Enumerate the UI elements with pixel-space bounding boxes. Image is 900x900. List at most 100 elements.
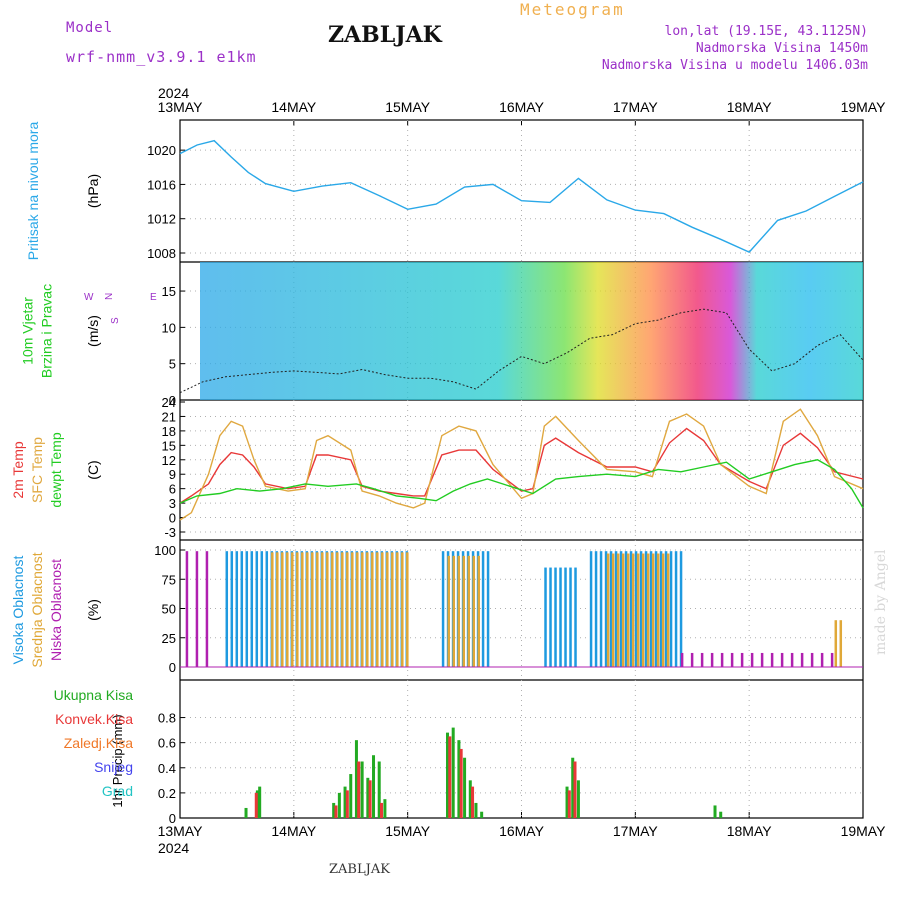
precip-bar-prec_total: [719, 811, 723, 818]
precip-bar-prec_total: [468, 780, 472, 818]
cloud-bar-cloud_high: [609, 551, 613, 667]
x-tick-label-top: 19MAY: [841, 99, 887, 115]
precip-ytick-label: 0: [169, 811, 176, 826]
temp-axis-label-1: SFC Temp: [29, 437, 45, 503]
temp-ytick-label: -3: [164, 525, 176, 540]
wind-series-wind: [179, 308, 864, 394]
cloud-bar-cloud_mid: [606, 553, 610, 667]
cloud-bar-cloud_low: [720, 652, 724, 667]
cloud-bar-cloud_low: [710, 652, 714, 667]
precip-bar-prec_total: [349, 774, 353, 818]
x-tick-label-bottom: 19MAY: [841, 823, 887, 839]
wind-unit-label: (m/s): [85, 315, 101, 347]
x-tick-label-top: 18MAY: [727, 99, 773, 115]
wind-ytick-label: 0: [169, 393, 176, 408]
cloud-bar-cloud_mid: [311, 552, 314, 667]
precip-bar-prec_conv: [368, 780, 372, 818]
cloud-bar-cloud_low: [680, 652, 684, 667]
precip-bar-prec_total: [713, 805, 717, 818]
precip-bar-prec_total: [332, 802, 336, 818]
x-tick-label-bottom: 18MAY: [727, 823, 773, 839]
cloud-bar-cloud_low: [810, 652, 814, 667]
lonlat-label: lon,lat (19.15E, 43.1125N): [664, 24, 869, 39]
precip-bar-prec_conv: [459, 748, 463, 818]
pressure-ytick-label: 1020: [147, 143, 176, 158]
cloud-bar-cloud_high: [549, 567, 552, 667]
pressure-series-pressure: [179, 139, 864, 253]
x-tick-label-top: 13MAY: [158, 99, 204, 115]
precip-bar-prec_total: [480, 811, 484, 818]
cloud-bar-cloud_mid: [356, 552, 359, 667]
model-label: Model: [66, 20, 114, 36]
precip-bar-prec_conv: [379, 802, 383, 818]
cloud-bar-cloud_mid: [656, 553, 660, 667]
cloud-bar-cloud_mid: [452, 555, 456, 667]
precip-legend-prec_total: Ukupna Kisa: [54, 687, 134, 703]
pressure-ytick-label: 1016: [147, 177, 176, 192]
cloud-bar-cloud_high: [629, 551, 633, 667]
precip-bar-prec_total: [446, 732, 450, 818]
elevation-label: Nadmorska Visina 1450m: [695, 41, 868, 56]
x-tick-label-top: 14MAY: [271, 99, 317, 115]
cloud-bar-cloud_high: [569, 567, 572, 667]
pressure-ytick-label: 1012: [147, 212, 176, 227]
temp-series-sfc: [179, 408, 864, 521]
cloud-ytick-label: 25: [162, 631, 176, 646]
precip-axis-label: 1hr Precip (mm): [110, 714, 125, 807]
cloud-bar-cloud_mid: [666, 553, 670, 667]
cloud-bar-cloud_mid: [621, 553, 625, 667]
temp-ytick-label: 0: [169, 511, 176, 526]
cloud-bar-cloud_high: [481, 551, 485, 667]
cloud-bar-cloud_high: [225, 551, 229, 667]
precip-bar-prec_conv: [573, 761, 577, 818]
precip-bar-prec_conv: [567, 790, 571, 818]
precip-legend-hail: Grad: [102, 783, 133, 799]
cloud-bar-cloud_high: [624, 551, 628, 667]
cloud-bar-cloud_low: [700, 652, 704, 667]
cloud-bar-cloud_high: [441, 551, 445, 667]
precip-bar-prec_conv: [357, 761, 361, 818]
watermark: made by Angel: [873, 549, 889, 656]
precip-legend-prec_conv: Konvek.Kisa: [55, 711, 133, 727]
precip-bar-prec_conv: [345, 790, 349, 818]
x-tick-label-bottom: 15MAY: [385, 823, 431, 839]
cloud-bar-cloud_low: [690, 652, 694, 667]
cloud-bar-cloud_high: [564, 567, 567, 667]
year-label-bottom: 2024: [158, 840, 189, 856]
cloud-bar-cloud_high: [634, 551, 638, 667]
precip-bar-prec_conv: [334, 805, 338, 818]
cloud-bar-cloud_mid: [636, 553, 640, 667]
cloud-bar-cloud_high: [599, 551, 603, 667]
cloud-bar-cloud_mid: [371, 552, 374, 667]
wind-ytick-label: 5: [169, 357, 176, 372]
cloud-bar-cloud_high: [230, 551, 234, 667]
x-tick-label-bottom: 17MAY: [613, 823, 659, 839]
cloud-bar-cloud_mid: [381, 552, 384, 667]
cloud-bar-cloud_mid: [291, 552, 294, 667]
cloud-bar-cloud_mid: [646, 553, 650, 667]
cloud-axis-label-2: Niska Oblacnost: [48, 559, 64, 661]
cloud-ytick-label: 100: [154, 543, 176, 558]
cloud-bar-cloud_high: [674, 551, 678, 667]
cloud-bar-cloud_mid: [301, 552, 304, 667]
cloud-bar-cloud_high: [649, 551, 653, 667]
precip-bar-prec_total: [576, 780, 580, 818]
wind-dir-e: E: [150, 292, 157, 303]
cloud-bar-cloud_low: [185, 551, 189, 667]
cloud-bar-cloud_mid: [281, 552, 284, 667]
precip-bar-prec_total: [366, 777, 370, 818]
x-tick-label-bottom: 16MAY: [499, 823, 545, 839]
cloud-bar-cloud_mid: [661, 553, 665, 667]
precip-bar-prec_total: [474, 802, 478, 818]
cloud-bar-cloud_mid: [286, 552, 289, 667]
cloud-bar-cloud_high: [235, 551, 239, 667]
cloud-ytick-label: 50: [162, 602, 176, 617]
footer-station: ZABLJAK: [329, 862, 390, 877]
cloud-bar-cloud_high: [486, 551, 490, 667]
wind-ytick-label: 15: [162, 284, 176, 299]
precip-ytick-label: 0.8: [158, 711, 176, 726]
cloud-bar-cloud_mid: [386, 552, 389, 667]
precip-ytick-label: 0.2: [158, 786, 176, 801]
temp-ytick-label: 24: [162, 395, 176, 410]
cloud-bar-cloud_high: [240, 551, 244, 667]
